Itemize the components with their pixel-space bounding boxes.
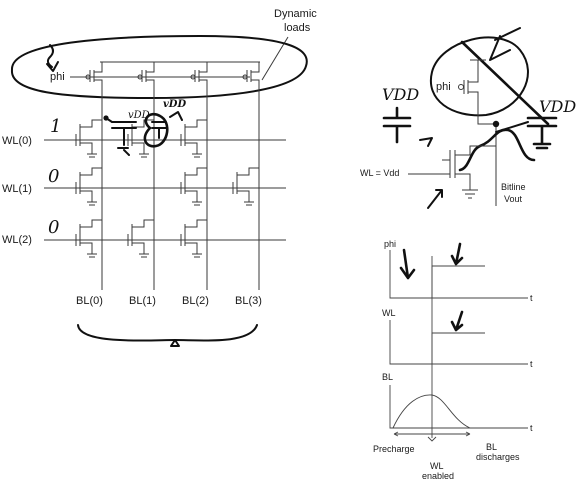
marker-tick	[427, 436, 437, 442]
wl-vdd-label: WL = Vdd	[360, 168, 399, 178]
load-bubble-2	[190, 74, 196, 80]
vdd-big-left: VDD	[382, 85, 419, 104]
wl1-label: WL(1)	[2, 183, 32, 195]
bl1-label: BL(1)	[129, 295, 156, 307]
bl3-label: BL(3)	[235, 295, 262, 307]
phi-hand-arrow-1	[399, 248, 416, 280]
circled-cell-annotation	[143, 112, 169, 148]
bl-axes	[389, 385, 528, 429]
precharge-circle	[429, 36, 529, 117]
cap1-node	[103, 115, 109, 121]
phi-t-label: t	[530, 293, 533, 303]
detail-phi-bubble	[458, 84, 464, 90]
vdd-annotation-1: vDD	[128, 110, 150, 121]
bl-discharges-line2: discharges	[476, 452, 520, 462]
wl-hand-arrow	[450, 310, 464, 332]
cell-r0-c2	[180, 119, 207, 158]
load-section-circle	[10, 35, 308, 99]
detail-ground	[462, 189, 478, 199]
bl-waveform	[392, 394, 471, 429]
sketch-arrow-1	[419, 137, 433, 147]
cell-r1-c2	[180, 167, 207, 206]
wl2-label: WL(2)	[2, 234, 32, 246]
left-capacitor	[382, 106, 412, 144]
wl-t-label: t	[530, 359, 533, 369]
load-bubble-1	[137, 74, 143, 80]
detail-pmos	[463, 70, 479, 104]
wl0-label: WL(0)	[2, 135, 32, 147]
cell-r0-c0	[75, 119, 102, 158]
bitline-label: Bitline	[501, 182, 526, 192]
wl-enabled-line2: enabled	[422, 471, 454, 481]
detail-bitline-wire	[477, 104, 497, 206]
detail-nmos	[442, 145, 496, 190]
cell-detail: phi VDD VDD WL = Vdd Bitline Vout	[360, 27, 576, 209]
dynamic-loads-label-line2: loads	[284, 22, 311, 34]
phi-hand-arrow-2	[450, 242, 464, 266]
cell-r1-c3	[232, 167, 259, 206]
vdd-big-right: VDD	[539, 97, 576, 116]
vdd-annotation-2: vDD	[163, 99, 186, 110]
wl-axis-label: WL	[382, 308, 396, 318]
bl-t-label: t	[530, 423, 533, 433]
phi-label: phi	[50, 71, 65, 83]
detail-phi-label: phi	[436, 81, 451, 93]
detail-vdd-bar	[470, 59, 486, 70]
capacitor-annotation-1	[111, 121, 137, 156]
cell-r2-c1	[127, 219, 154, 258]
row2-value: 0	[48, 217, 59, 238]
circle-marks	[489, 27, 521, 61]
bracket-tip	[170, 339, 180, 347]
sketch-arrow-2	[427, 189, 443, 209]
load-transistors	[85, 62, 260, 88]
bl2-label: BL(2)	[182, 295, 209, 307]
row1-value: 0	[48, 166, 59, 187]
phi-axis-label: phi	[384, 239, 396, 249]
cell-r0-c1	[127, 119, 154, 158]
bl-axis-label: BL	[382, 372, 393, 382]
right-capacitor	[526, 116, 558, 150]
vout-label: Vout	[504, 194, 523, 204]
phi-arrow	[46, 44, 59, 72]
cell-r2-c2	[180, 219, 207, 258]
dynamic-loads-label-line1: Dynamic	[274, 8, 317, 20]
row0-value: 1	[50, 116, 61, 137]
bl-discharges-line1: BL	[486, 442, 497, 452]
detail-bitline-node	[492, 120, 500, 128]
wl-waveform	[431, 332, 485, 364]
cell-r2-c0	[75, 219, 102, 258]
cross-out-line	[460, 40, 550, 126]
precharge-label: Precharge	[373, 444, 415, 454]
load-bubble-3	[242, 74, 248, 80]
interval-arrows	[393, 431, 471, 437]
phi-waveform	[431, 265, 485, 298]
timing-diagram: phi t WL t BL t Precharge WL enabled BL …	[373, 239, 533, 481]
bitline-bracket	[77, 324, 258, 342]
wl-enabled-line1: WL	[430, 461, 444, 471]
phi-axes	[389, 250, 528, 299]
load-bubble-0	[85, 74, 91, 80]
bl0-label: BL(0)	[76, 295, 103, 307]
cell-transistors	[75, 119, 259, 258]
cell-r1-c0	[75, 167, 102, 206]
capacitor-annotation-2	[151, 111, 183, 139]
memory-array: Dynamic loads phi BL(0) BL(1) BL(2) BL(3…	[2, 8, 317, 347]
wl-axes	[389, 320, 528, 365]
waveform-sketch	[458, 128, 536, 172]
